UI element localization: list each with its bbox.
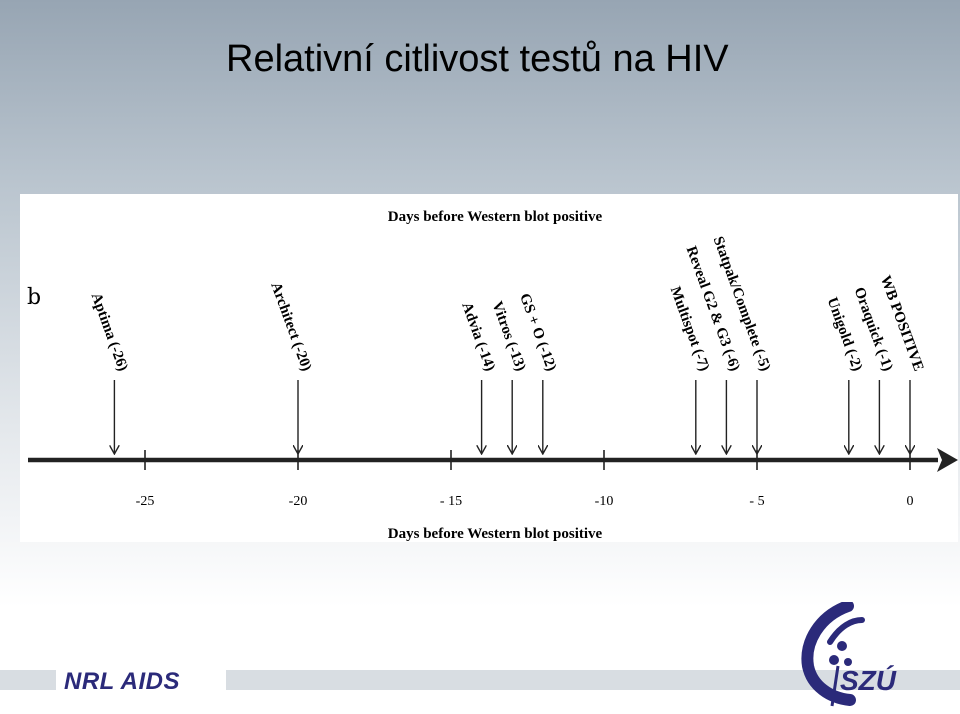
tick-label: -25 (136, 494, 155, 509)
marker-label: Architect (-20) (267, 280, 314, 373)
x-axis-label: Days before Western blot positive (388, 526, 603, 542)
panel-letter: b (27, 285, 41, 310)
timeline-chart: b Days before Western blot positive Days… (27, 209, 958, 542)
marker-group: Aptima (-26) Architect (-20) Advia (-14)Vi… (88, 234, 926, 454)
tick-label: -20 (289, 494, 308, 509)
tick-group: -25 -20 - 15 -10 - 5 0 (136, 450, 914, 509)
tick-label: - 5 (749, 494, 764, 509)
szu-logo: SZÚ (801, 602, 897, 707)
slide-title: Relativní citlivost testů na HIV (226, 38, 729, 80)
tick-label: -10 (595, 494, 614, 509)
marker-label: Aptima (-26) (88, 291, 131, 374)
timeline-figure: b Days before Western blot positive Days… (20, 194, 958, 542)
tick-label: 0 (907, 494, 914, 509)
nrl-aids-logo-text: NRL AIDS (64, 668, 181, 695)
chart-title: Days before Western blot positive (388, 209, 603, 225)
nrl-aids-logo: NRL AIDS (56, 666, 226, 696)
footer-band (0, 670, 960, 690)
szu-logo-text: SZÚ (840, 665, 897, 696)
tick-label: - 15 (440, 494, 462, 509)
timeline-arrowhead (937, 448, 958, 472)
